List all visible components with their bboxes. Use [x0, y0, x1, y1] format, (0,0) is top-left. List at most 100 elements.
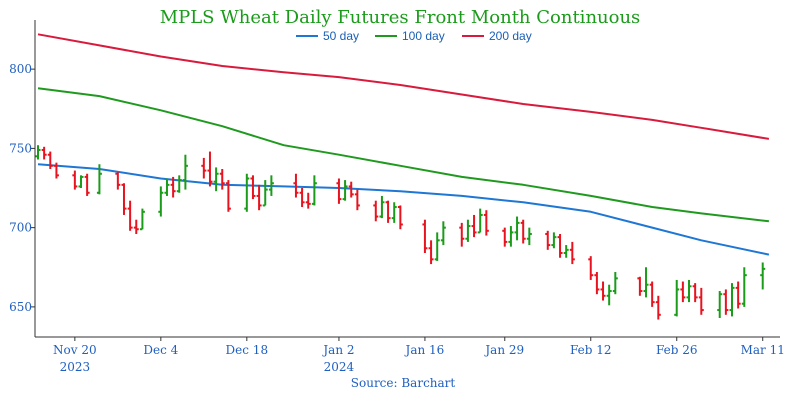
ohlc-bar	[133, 219, 139, 234]
ohlc-bar	[96, 164, 102, 195]
ohlc-bar	[47, 151, 53, 169]
moving-average-lines	[37, 33, 770, 256]
ohlc-bar	[428, 240, 434, 265]
y-tick-label: 800	[9, 62, 32, 76]
ohlc-bar	[459, 222, 465, 247]
ohlc-bar	[53, 162, 59, 179]
x-tick-label: Jan 16	[404, 343, 445, 357]
ohlc-bar	[686, 279, 692, 303]
ohlc-bar	[299, 188, 305, 208]
x-axis-ticks: Nov 20 2023 Dec 4 Dec 18 Jan 2 2024 Jan 16 Jan …	[53, 337, 785, 374]
ohlc-bar	[115, 172, 121, 190]
ohlc-bar	[545, 230, 551, 250]
ohlc-bar	[612, 272, 618, 295]
ohlc-bar	[680, 281, 686, 303]
ohlc-bar	[520, 219, 526, 244]
ohlc-bar	[514, 216, 520, 241]
ohlc-bar	[139, 208, 145, 231]
ohlc-bar	[557, 233, 563, 258]
x-tick-label: Jan 2	[321, 343, 354, 357]
y-axis-ticks: 650 700 750 800	[9, 62, 35, 314]
ohlc-bar	[207, 151, 213, 187]
ohlc-bar	[422, 219, 428, 253]
ohlc-bar	[391, 202, 397, 223]
ohlc-bar	[213, 167, 219, 192]
ohlc-bar	[354, 189, 360, 211]
ohlc-bar	[250, 175, 256, 200]
chart-title: MPLS Wheat Daily Futures Front Month Con…	[160, 7, 641, 28]
legend-label: 200 day	[489, 29, 532, 43]
ohlc-bar	[348, 181, 354, 198]
ohlc-bar	[434, 232, 440, 261]
x-tick-year-label: 2024	[324, 360, 355, 374]
x-tick-label: Feb 26	[656, 343, 698, 357]
ohlc-bar	[268, 175, 274, 196]
ohlc-bar	[440, 221, 446, 246]
ohlc-bar	[551, 232, 557, 249]
ohlc-bar	[606, 284, 612, 306]
ohlc-bar	[385, 200, 391, 223]
ohlc-bar	[741, 267, 747, 307]
x-tick-label: Nov 20	[53, 343, 97, 357]
ohlc-bar	[41, 146, 47, 160]
ma-line-200-day	[37, 33, 770, 140]
x-tick-label: Jan 29	[483, 343, 524, 357]
ohlc-bar	[643, 267, 649, 298]
ohlc-bar	[176, 175, 182, 193]
legend-item: 50 day	[296, 29, 359, 43]
legend-item: 200 day	[462, 29, 532, 43]
x-tick-label: Mar 11	[741, 343, 785, 357]
ohlc-bar	[121, 183, 127, 215]
ohlc-bar	[723, 289, 729, 315]
ohlc-bar	[471, 214, 477, 238]
ohlc-bar	[760, 262, 766, 290]
ohlc-bar	[637, 276, 643, 296]
x-tick-label: Feb 12	[570, 343, 612, 357]
ohlc-bar	[311, 175, 317, 206]
x-tick-label: Dec 18	[226, 343, 269, 357]
ohlc-bar	[600, 281, 606, 301]
ohlc-bar	[84, 173, 90, 196]
ohlc-bar	[379, 195, 385, 219]
x-tick-label: Dec 4	[143, 343, 178, 357]
ohlc-bar	[563, 245, 569, 258]
ohlc-bar	[735, 281, 741, 309]
ma-line-50-day	[37, 163, 770, 256]
ohlc-bar	[158, 186, 164, 217]
ohlc-bar	[201, 157, 207, 179]
ohlc-bar	[477, 208, 483, 234]
ohlc-bar	[225, 180, 231, 212]
ohlc-bar	[164, 178, 170, 196]
ohlc-bar	[698, 287, 704, 315]
ohlc-bar	[674, 279, 680, 317]
ohlc-bar	[373, 200, 379, 222]
ohlc-bar	[244, 173, 250, 212]
y-tick-label: 650	[9, 300, 32, 314]
ohlc-bar	[336, 178, 342, 204]
price-bars	[35, 145, 766, 320]
ohlc-bar	[655, 295, 661, 320]
ohlc-bar	[127, 200, 133, 231]
ohlc-bar	[465, 219, 471, 242]
ohlc-bar	[219, 168, 225, 190]
legend-label: 50 day	[323, 29, 359, 43]
ohlc-bar	[483, 210, 489, 236]
ohlc-bar	[170, 176, 176, 198]
ma-line-100-day	[37, 87, 770, 223]
ohlc-bar	[72, 170, 78, 190]
ohlc-bar	[649, 281, 655, 307]
ohlc-bar	[569, 241, 575, 265]
ohlc-bar	[397, 205, 403, 230]
ohlc-bar	[502, 227, 508, 247]
x-tick-year-label: 2023	[60, 360, 91, 374]
ohlc-bar	[588, 256, 594, 280]
ohlc-bar	[182, 154, 188, 190]
ohlc-bar	[35, 145, 41, 160]
ohlc-bar	[78, 175, 84, 189]
y-tick-label: 700	[9, 221, 32, 235]
legend-label: 100 day	[402, 29, 445, 43]
ohlc-bar	[262, 180, 268, 207]
source-label: Source: Barchart	[351, 376, 456, 390]
y-tick-label: 750	[9, 141, 32, 155]
